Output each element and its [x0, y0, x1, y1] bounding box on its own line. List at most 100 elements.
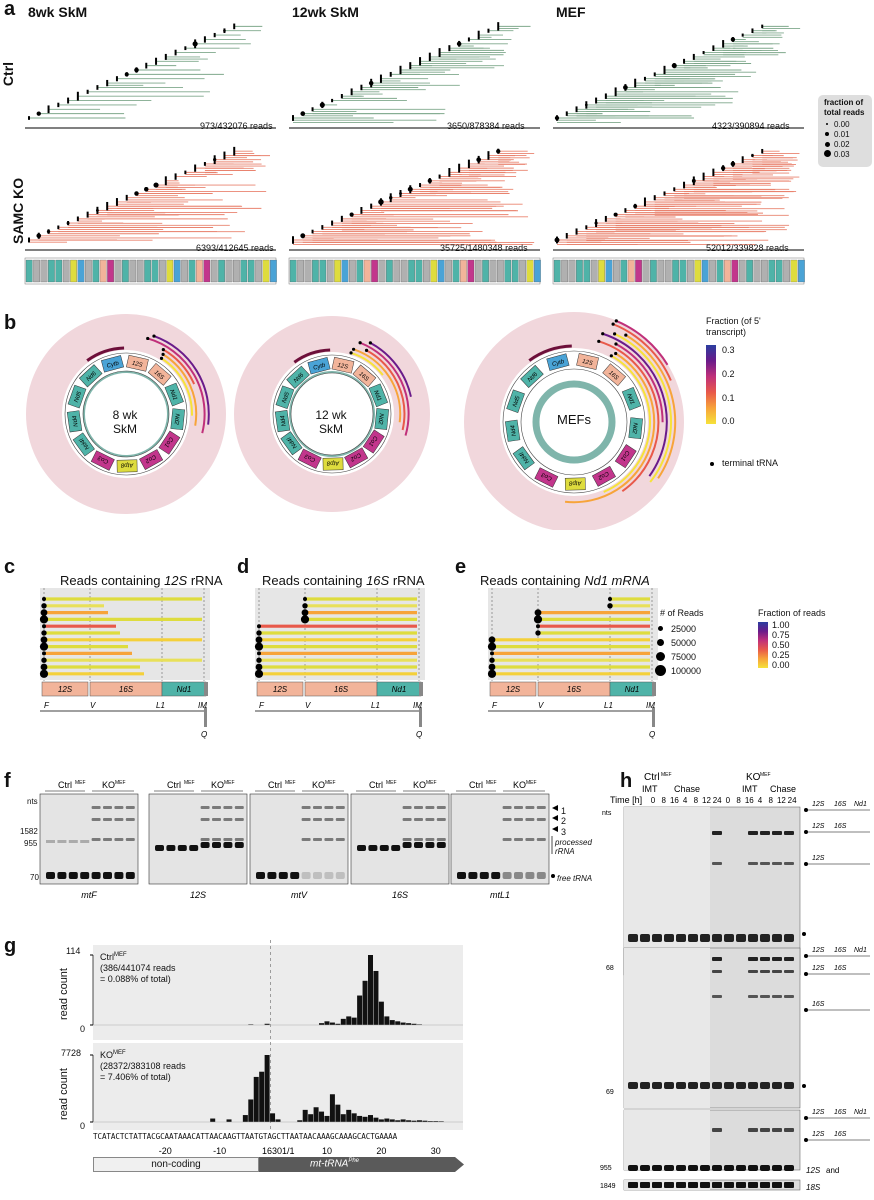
- gene-label: 12S: [506, 685, 521, 694]
- gene-track-segment: [136, 259, 144, 283]
- blot-band: [313, 806, 322, 809]
- band-3: 3: [561, 827, 567, 837]
- read-count-dot: [533, 615, 543, 624]
- blot-band: [712, 1182, 722, 1188]
- g-trna-arrow: [259, 1157, 464, 1172]
- gene-box: [576, 353, 599, 370]
- read-count-dot: [534, 609, 542, 616]
- gene-box: [331, 356, 355, 374]
- gene-track-segment: [650, 259, 657, 283]
- blot-band: [784, 1165, 794, 1171]
- blot-band: [784, 957, 794, 961]
- blot-band: [688, 1082, 698, 1089]
- gene-track-segment: [415, 259, 423, 283]
- blot-band: [46, 840, 55, 843]
- read-count-dot: [256, 630, 262, 636]
- gene-name: Co1: [163, 436, 174, 448]
- gene-track-segment: [33, 259, 40, 283]
- gene-name: Nd5: [512, 395, 522, 408]
- blot-band: [736, 1165, 746, 1171]
- blot-band: [784, 934, 794, 942]
- blot-band: [103, 818, 112, 821]
- blot-band: [676, 1182, 686, 1188]
- gene-track-segment: [188, 259, 196, 283]
- marker-68: 68: [606, 965, 614, 972]
- terminal-dot: [751, 154, 754, 157]
- blot-band: [414, 838, 423, 841]
- terminal-dot: [691, 178, 696, 183]
- bar: [400, 1119, 406, 1122]
- f-marker-nts: nts: [27, 797, 38, 806]
- gene-track-segment: [334, 259, 341, 283]
- blot-band: [748, 1182, 758, 1188]
- blot-band: [700, 1165, 710, 1171]
- reads-ctrl-8wk: 973/432076 reads: [200, 121, 273, 131]
- maroon-arc: [528, 344, 572, 362]
- blot-band: [68, 840, 78, 843]
- gene-name: 16S: [607, 370, 619, 381]
- blot-band: [313, 818, 322, 821]
- bar: [416, 1024, 422, 1025]
- gene-box: [352, 364, 377, 388]
- gene-label: 16S: [567, 685, 582, 694]
- bar: [351, 1113, 357, 1122]
- blot-band: [514, 838, 523, 841]
- gene-box: [368, 383, 389, 408]
- gene-box: [274, 410, 291, 433]
- blot-ctrl-half: [624, 807, 710, 975]
- bar: [395, 1120, 401, 1122]
- gene-track-segment: [297, 259, 304, 283]
- gene-box: [489, 681, 537, 697]
- gene-track-segment: [526, 259, 534, 283]
- g-ko-sup: MEF: [113, 1050, 126, 1056]
- blot-band: [652, 1165, 662, 1171]
- gene-track-segment: [233, 259, 240, 283]
- terminal-trna-dot: [351, 347, 356, 351]
- gene-box: [126, 354, 149, 372]
- gene-track-segment: [583, 259, 591, 283]
- panel-d-title: Reads containing 16S rRNA: [262, 573, 425, 588]
- bar: [384, 1016, 390, 1025]
- bar: [259, 1071, 265, 1122]
- gene-box: [307, 357, 331, 375]
- blot-band: [724, 1082, 734, 1089]
- g-ko-detail1: (28372/383108 reads: [100, 1061, 186, 1071]
- ctrl-group-label: Ctrl: [268, 780, 282, 790]
- terminal-dot: [66, 221, 70, 225]
- blot-band: [125, 872, 135, 879]
- gene-track-segment: [657, 259, 665, 283]
- blot-band: [760, 1128, 770, 1132]
- site-F: F: [44, 701, 50, 710]
- read-count-dot: [41, 630, 47, 636]
- time-value: 0: [726, 796, 731, 805]
- x-tick-label: 30: [431, 1146, 441, 1156]
- terminal-dot: [554, 115, 560, 121]
- site-IM: IM: [646, 701, 655, 710]
- read-count-dot: [42, 624, 46, 629]
- bar: [384, 1118, 390, 1122]
- read-count-dot: [488, 636, 496, 644]
- circle-label-12wk: 12 wk SkM: [315, 408, 347, 436]
- blot-band: [402, 806, 412, 809]
- gene-track-segment: [77, 259, 85, 283]
- gene-track-segment: [694, 259, 702, 283]
- gene-track-segment: [114, 259, 122, 283]
- gene-box: [520, 364, 544, 389]
- bar: [378, 1001, 384, 1025]
- blot-band: [301, 872, 311, 879]
- site-V: V: [305, 701, 311, 710]
- gene-track-segment: [783, 259, 790, 283]
- track-ring: [82, 370, 170, 458]
- blot-band: [502, 872, 512, 879]
- blot-band: [125, 818, 135, 821]
- gene-track-segment: [679, 259, 687, 283]
- blot-band: [676, 934, 686, 942]
- gene-track-segment: [196, 259, 203, 283]
- reads-ctrl-12wk: 3650/878384 reads: [447, 121, 525, 131]
- terminal-dot: [300, 111, 306, 116]
- gene-track-segment: [151, 259, 159, 283]
- terminal-trna-dot: [624, 333, 628, 337]
- x-tick-label: 10: [322, 1146, 332, 1156]
- reads-ko-12wk: 35725/1480348 reads: [440, 243, 528, 253]
- panel-a-label: a: [4, 0, 16, 20]
